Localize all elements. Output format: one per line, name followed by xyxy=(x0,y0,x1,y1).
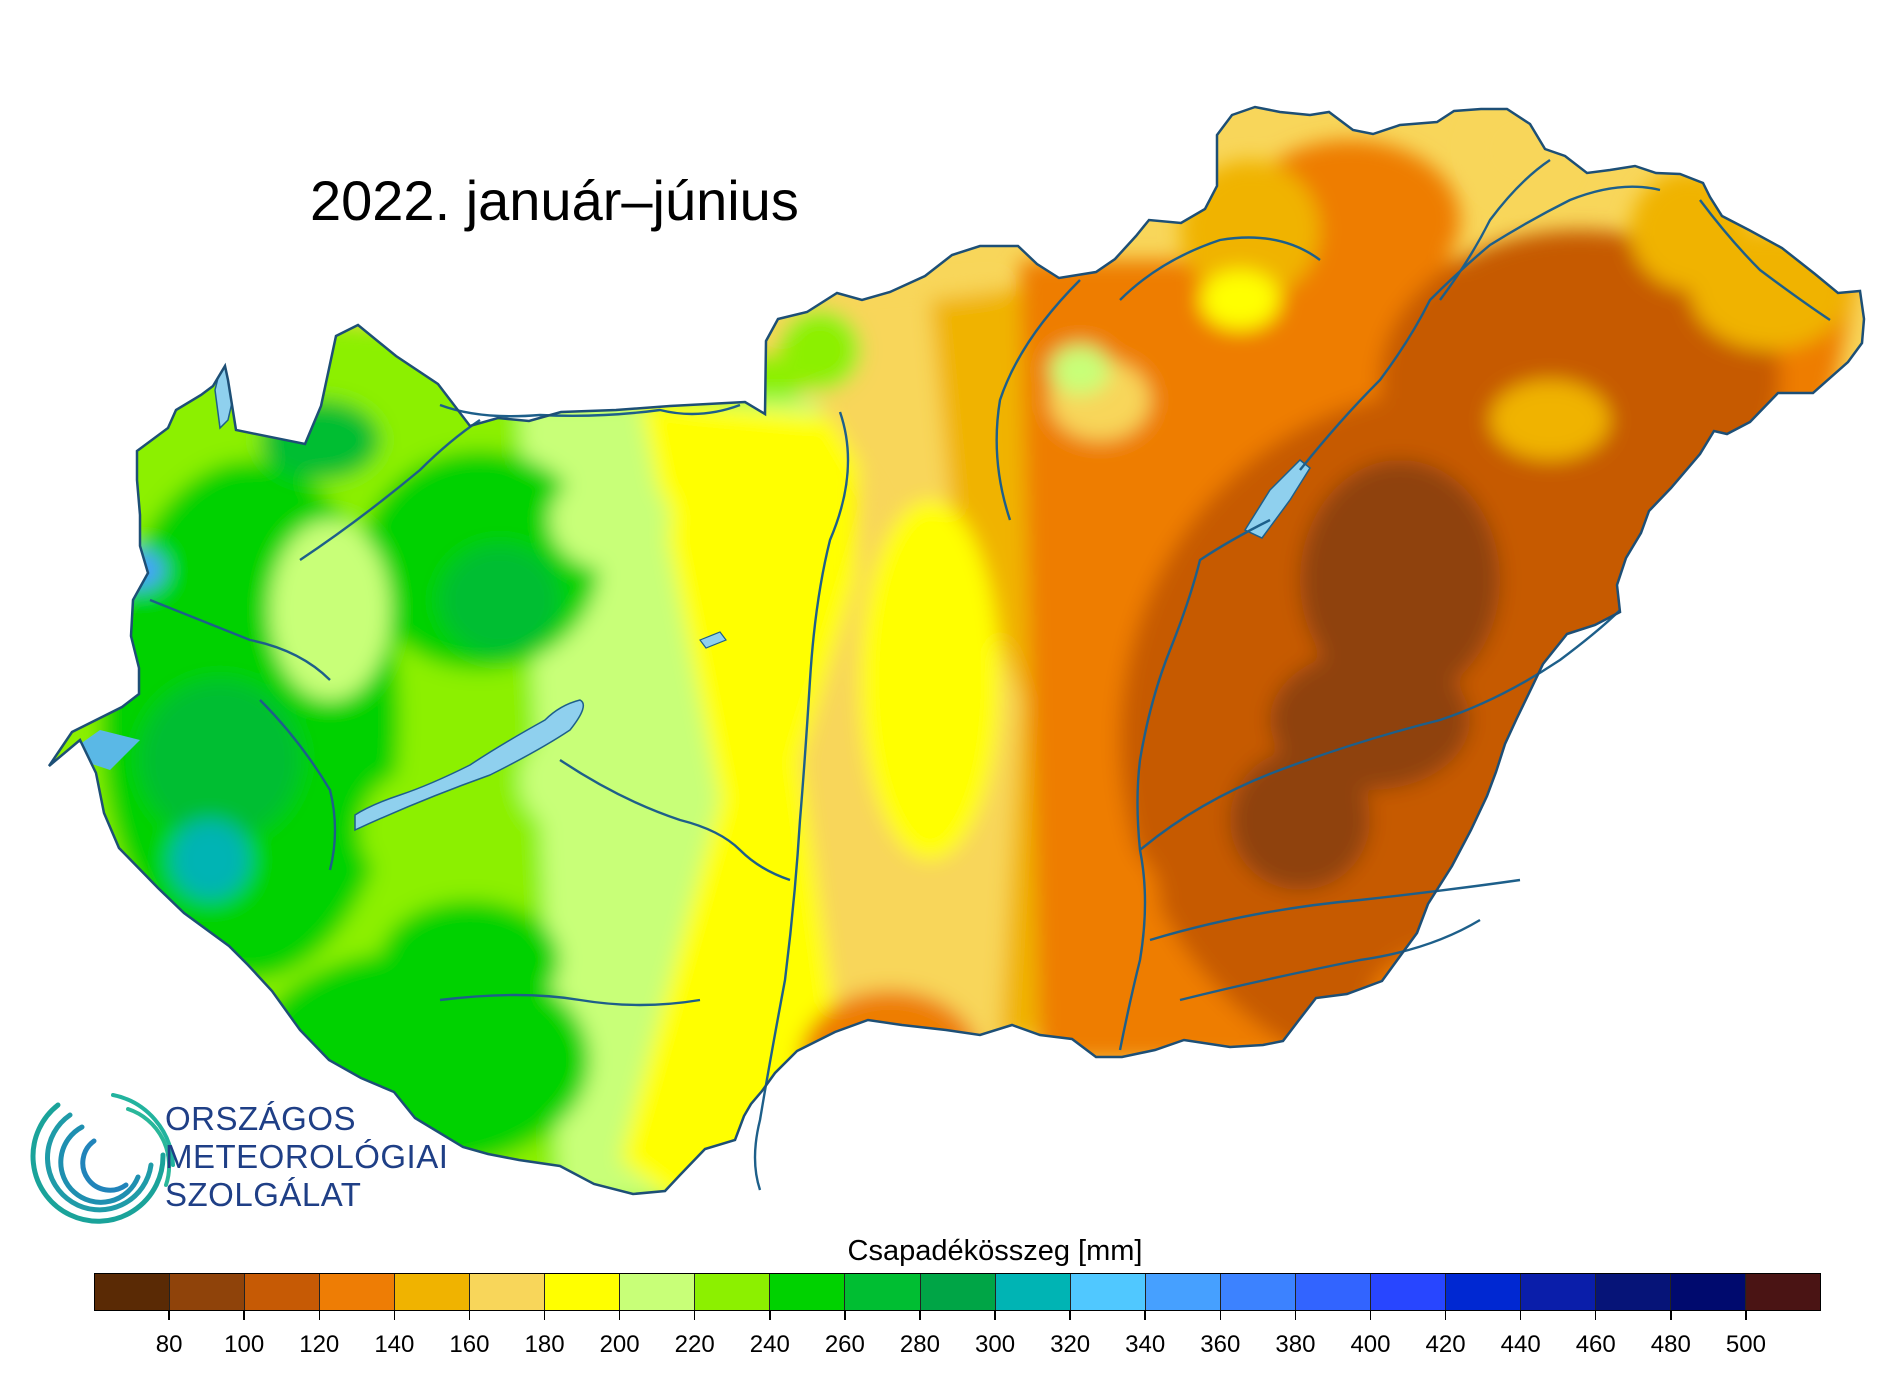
legend-tick-label: 340 xyxy=(1125,1331,1166,1358)
legend-tick-mark xyxy=(1219,1311,1222,1320)
logo-line-1: ORSZÁGOS xyxy=(165,1100,357,1137)
legend-swatch-14 xyxy=(1145,1274,1221,1310)
legend-title: Csapadékösszeg [mm] xyxy=(847,1235,1143,1267)
legend-tick-mark xyxy=(1144,1311,1146,1320)
legend-tick-label: 460 xyxy=(1575,1331,1616,1358)
legend-tick-mark xyxy=(1069,1311,1071,1320)
legend-swatch-17 xyxy=(1370,1274,1446,1310)
legend-swatch-8 xyxy=(695,1274,771,1310)
legend-swatch-16 xyxy=(1295,1274,1371,1310)
legend-swatch-3 xyxy=(320,1274,396,1310)
legend-tick-label: 80 xyxy=(155,1331,183,1358)
legend-swatch-5 xyxy=(470,1274,546,1310)
legend-tick-mark xyxy=(769,1311,771,1320)
legend-tick-mark xyxy=(693,1311,696,1320)
legend-swatch-12 xyxy=(995,1274,1071,1310)
legend-tick-label: 480 xyxy=(1650,1331,1691,1358)
legend-tick-label: 100 xyxy=(224,1331,265,1358)
legend-tick-mark xyxy=(1745,1311,1747,1320)
legend-swatch-18 xyxy=(1445,1274,1521,1310)
legend-tick-label: 260 xyxy=(824,1331,865,1358)
legend-tick-mark xyxy=(844,1311,846,1320)
legend-tick-mark xyxy=(1594,1311,1597,1320)
map-title: 2022. január–június xyxy=(310,169,799,232)
color-legend-bar xyxy=(94,1273,1821,1311)
legend-tick-mark xyxy=(618,1311,621,1320)
rivers xyxy=(149,159,1831,1191)
legend-tick-mark xyxy=(1369,1311,1372,1320)
legend-tick-label: 220 xyxy=(674,1331,715,1358)
legend-tick-label: 400 xyxy=(1350,1331,1391,1358)
legend-tick-mark xyxy=(1444,1311,1447,1320)
legend-swatch-10 xyxy=(845,1274,921,1310)
legend-tick-label: 420 xyxy=(1425,1331,1466,1358)
legend-tick-label: 380 xyxy=(1275,1331,1316,1358)
legend-swatch-11 xyxy=(920,1274,996,1310)
legend-swatch-4 xyxy=(395,1274,471,1310)
legend-tick-label: 320 xyxy=(1050,1331,1091,1358)
legend-ticks: 80 100 120 140 160 180 200 220 240 260 280 300 320 34… xyxy=(94,1311,1821,1371)
legend-tick-label: 300 xyxy=(975,1331,1016,1358)
legend-tick-label: 140 xyxy=(374,1331,415,1358)
legend-tick-label: 240 xyxy=(749,1331,790,1358)
legend-swatch-0 xyxy=(95,1274,171,1310)
legend-swatch-15 xyxy=(1220,1274,1296,1310)
omsz-logo-text: ORSZÁGOS METEOROLÓGIAI SZOLGÁLAT xyxy=(165,1100,448,1214)
omsz-circle-logo-icon xyxy=(30,1093,175,1224)
logo-line-2: METEOROLÓGIAI xyxy=(165,1138,449,1175)
legend-tick-mark xyxy=(468,1311,471,1320)
legend-tick-label: 160 xyxy=(449,1331,490,1358)
legend-tick-label: 500 xyxy=(1725,1331,1766,1358)
legend-swatch-20 xyxy=(1595,1274,1671,1310)
legend-swatch-13 xyxy=(1070,1274,1146,1310)
legend-tick-mark xyxy=(1294,1311,1297,1320)
legend-swatch-9 xyxy=(770,1274,846,1310)
legend-tick-mark xyxy=(318,1311,320,1320)
legend-swatch-19 xyxy=(1520,1274,1596,1310)
legend-tick-label: 200 xyxy=(599,1331,640,1358)
legend-tick-label: 120 xyxy=(299,1331,340,1358)
legend-tick-mark xyxy=(243,1311,245,1320)
legend-swatch-1 xyxy=(170,1274,246,1310)
legend-tick-label: 360 xyxy=(1200,1331,1241,1358)
legend-tick-mark xyxy=(393,1311,396,1320)
legend-tick-mark xyxy=(168,1311,170,1320)
legend-tick-mark xyxy=(1670,1311,1672,1320)
legend-swatch-6 xyxy=(545,1274,621,1310)
legend-tick-label: 180 xyxy=(524,1331,565,1358)
logo-line-3: SZOLGÁLAT xyxy=(165,1176,362,1213)
legend-swatch-2 xyxy=(245,1274,321,1310)
legend-tick-label: 280 xyxy=(899,1331,940,1358)
legend-tick-mark xyxy=(919,1311,921,1320)
legend-tick-label: 440 xyxy=(1500,1331,1541,1358)
legend-tick-mark xyxy=(1519,1311,1522,1320)
legend-swatch-7 xyxy=(620,1274,696,1310)
legend-tick-mark xyxy=(994,1311,996,1320)
legend-swatch-21 xyxy=(1670,1274,1747,1310)
legend-tick-mark xyxy=(543,1311,546,1320)
legend-swatch-22 xyxy=(1746,1274,1821,1310)
